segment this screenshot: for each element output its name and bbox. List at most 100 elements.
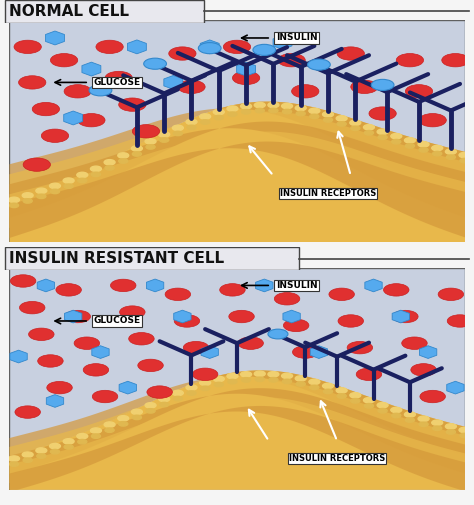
Circle shape xyxy=(309,108,320,114)
Text: NORMAL CELL: NORMAL CELL xyxy=(9,4,129,19)
Circle shape xyxy=(89,85,112,96)
Polygon shape xyxy=(447,381,464,394)
Circle shape xyxy=(223,40,251,54)
Circle shape xyxy=(377,129,388,134)
Circle shape xyxy=(78,178,87,183)
Circle shape xyxy=(269,378,278,382)
Circle shape xyxy=(418,416,429,421)
Circle shape xyxy=(37,194,46,198)
Polygon shape xyxy=(310,346,328,359)
Circle shape xyxy=(22,193,33,198)
Circle shape xyxy=(187,391,196,395)
Circle shape xyxy=(118,98,146,111)
Text: INSULIN: INSULIN xyxy=(276,281,317,290)
Polygon shape xyxy=(9,388,474,480)
Circle shape xyxy=(419,422,428,427)
Circle shape xyxy=(198,42,221,54)
Circle shape xyxy=(446,149,456,155)
Circle shape xyxy=(78,439,87,444)
Circle shape xyxy=(433,152,442,156)
Circle shape xyxy=(227,106,238,111)
Circle shape xyxy=(63,178,74,183)
Polygon shape xyxy=(9,141,474,242)
Circle shape xyxy=(364,125,374,130)
Circle shape xyxy=(174,315,200,327)
Circle shape xyxy=(447,155,456,160)
Circle shape xyxy=(420,390,446,403)
Circle shape xyxy=(365,131,374,135)
Circle shape xyxy=(404,138,415,143)
Circle shape xyxy=(32,103,60,116)
Polygon shape xyxy=(64,310,82,323)
Circle shape xyxy=(418,142,429,147)
Circle shape xyxy=(308,59,330,70)
Circle shape xyxy=(378,409,387,413)
Circle shape xyxy=(36,448,47,453)
Polygon shape xyxy=(9,397,474,489)
Circle shape xyxy=(144,58,166,69)
Circle shape xyxy=(186,119,197,125)
Circle shape xyxy=(411,364,436,376)
Circle shape xyxy=(254,371,265,376)
Circle shape xyxy=(77,172,88,178)
Circle shape xyxy=(78,114,105,127)
Polygon shape xyxy=(9,379,474,471)
Circle shape xyxy=(146,145,155,149)
Circle shape xyxy=(47,381,72,394)
Circle shape xyxy=(200,380,210,385)
Circle shape xyxy=(74,337,100,349)
Circle shape xyxy=(173,125,183,131)
Circle shape xyxy=(132,152,141,156)
Circle shape xyxy=(347,341,373,354)
Polygon shape xyxy=(119,381,137,394)
Circle shape xyxy=(322,112,334,117)
Circle shape xyxy=(22,452,33,458)
Circle shape xyxy=(274,292,300,305)
Text: INSULIN RESISTANT CELL: INSULIN RESISTANT CELL xyxy=(9,251,225,266)
Circle shape xyxy=(405,418,414,422)
Polygon shape xyxy=(128,40,146,54)
Polygon shape xyxy=(9,370,474,490)
Circle shape xyxy=(63,439,74,444)
Circle shape xyxy=(138,359,163,372)
Circle shape xyxy=(337,47,365,60)
Circle shape xyxy=(391,133,402,139)
Circle shape xyxy=(405,144,414,148)
Circle shape xyxy=(38,355,63,367)
Circle shape xyxy=(105,166,114,170)
Circle shape xyxy=(92,390,118,403)
Circle shape xyxy=(173,396,182,401)
Circle shape xyxy=(91,434,100,438)
Polygon shape xyxy=(64,111,82,125)
Circle shape xyxy=(49,443,61,449)
Circle shape xyxy=(351,126,360,130)
Circle shape xyxy=(77,433,88,439)
Circle shape xyxy=(402,337,427,349)
Circle shape xyxy=(378,135,387,139)
Circle shape xyxy=(310,114,319,119)
Circle shape xyxy=(160,138,169,142)
FancyBboxPatch shape xyxy=(9,20,465,242)
Circle shape xyxy=(350,392,361,398)
Circle shape xyxy=(228,379,237,384)
Polygon shape xyxy=(9,102,474,242)
Circle shape xyxy=(432,145,443,150)
Circle shape xyxy=(338,315,364,327)
Text: INSULIN: INSULIN xyxy=(276,33,317,42)
Circle shape xyxy=(446,424,456,429)
Circle shape xyxy=(50,189,60,193)
Circle shape xyxy=(201,386,210,390)
Text: INSULIN RECEPTORS: INSULIN RECEPTORS xyxy=(280,189,376,198)
Circle shape xyxy=(383,284,409,296)
Polygon shape xyxy=(37,279,55,292)
Circle shape xyxy=(296,382,305,386)
Circle shape xyxy=(269,109,278,113)
Circle shape xyxy=(160,402,169,407)
Circle shape xyxy=(447,315,473,327)
Circle shape xyxy=(118,153,129,158)
Circle shape xyxy=(131,409,142,415)
Polygon shape xyxy=(9,370,474,462)
Polygon shape xyxy=(273,35,292,49)
Circle shape xyxy=(18,76,46,89)
Circle shape xyxy=(433,426,442,430)
